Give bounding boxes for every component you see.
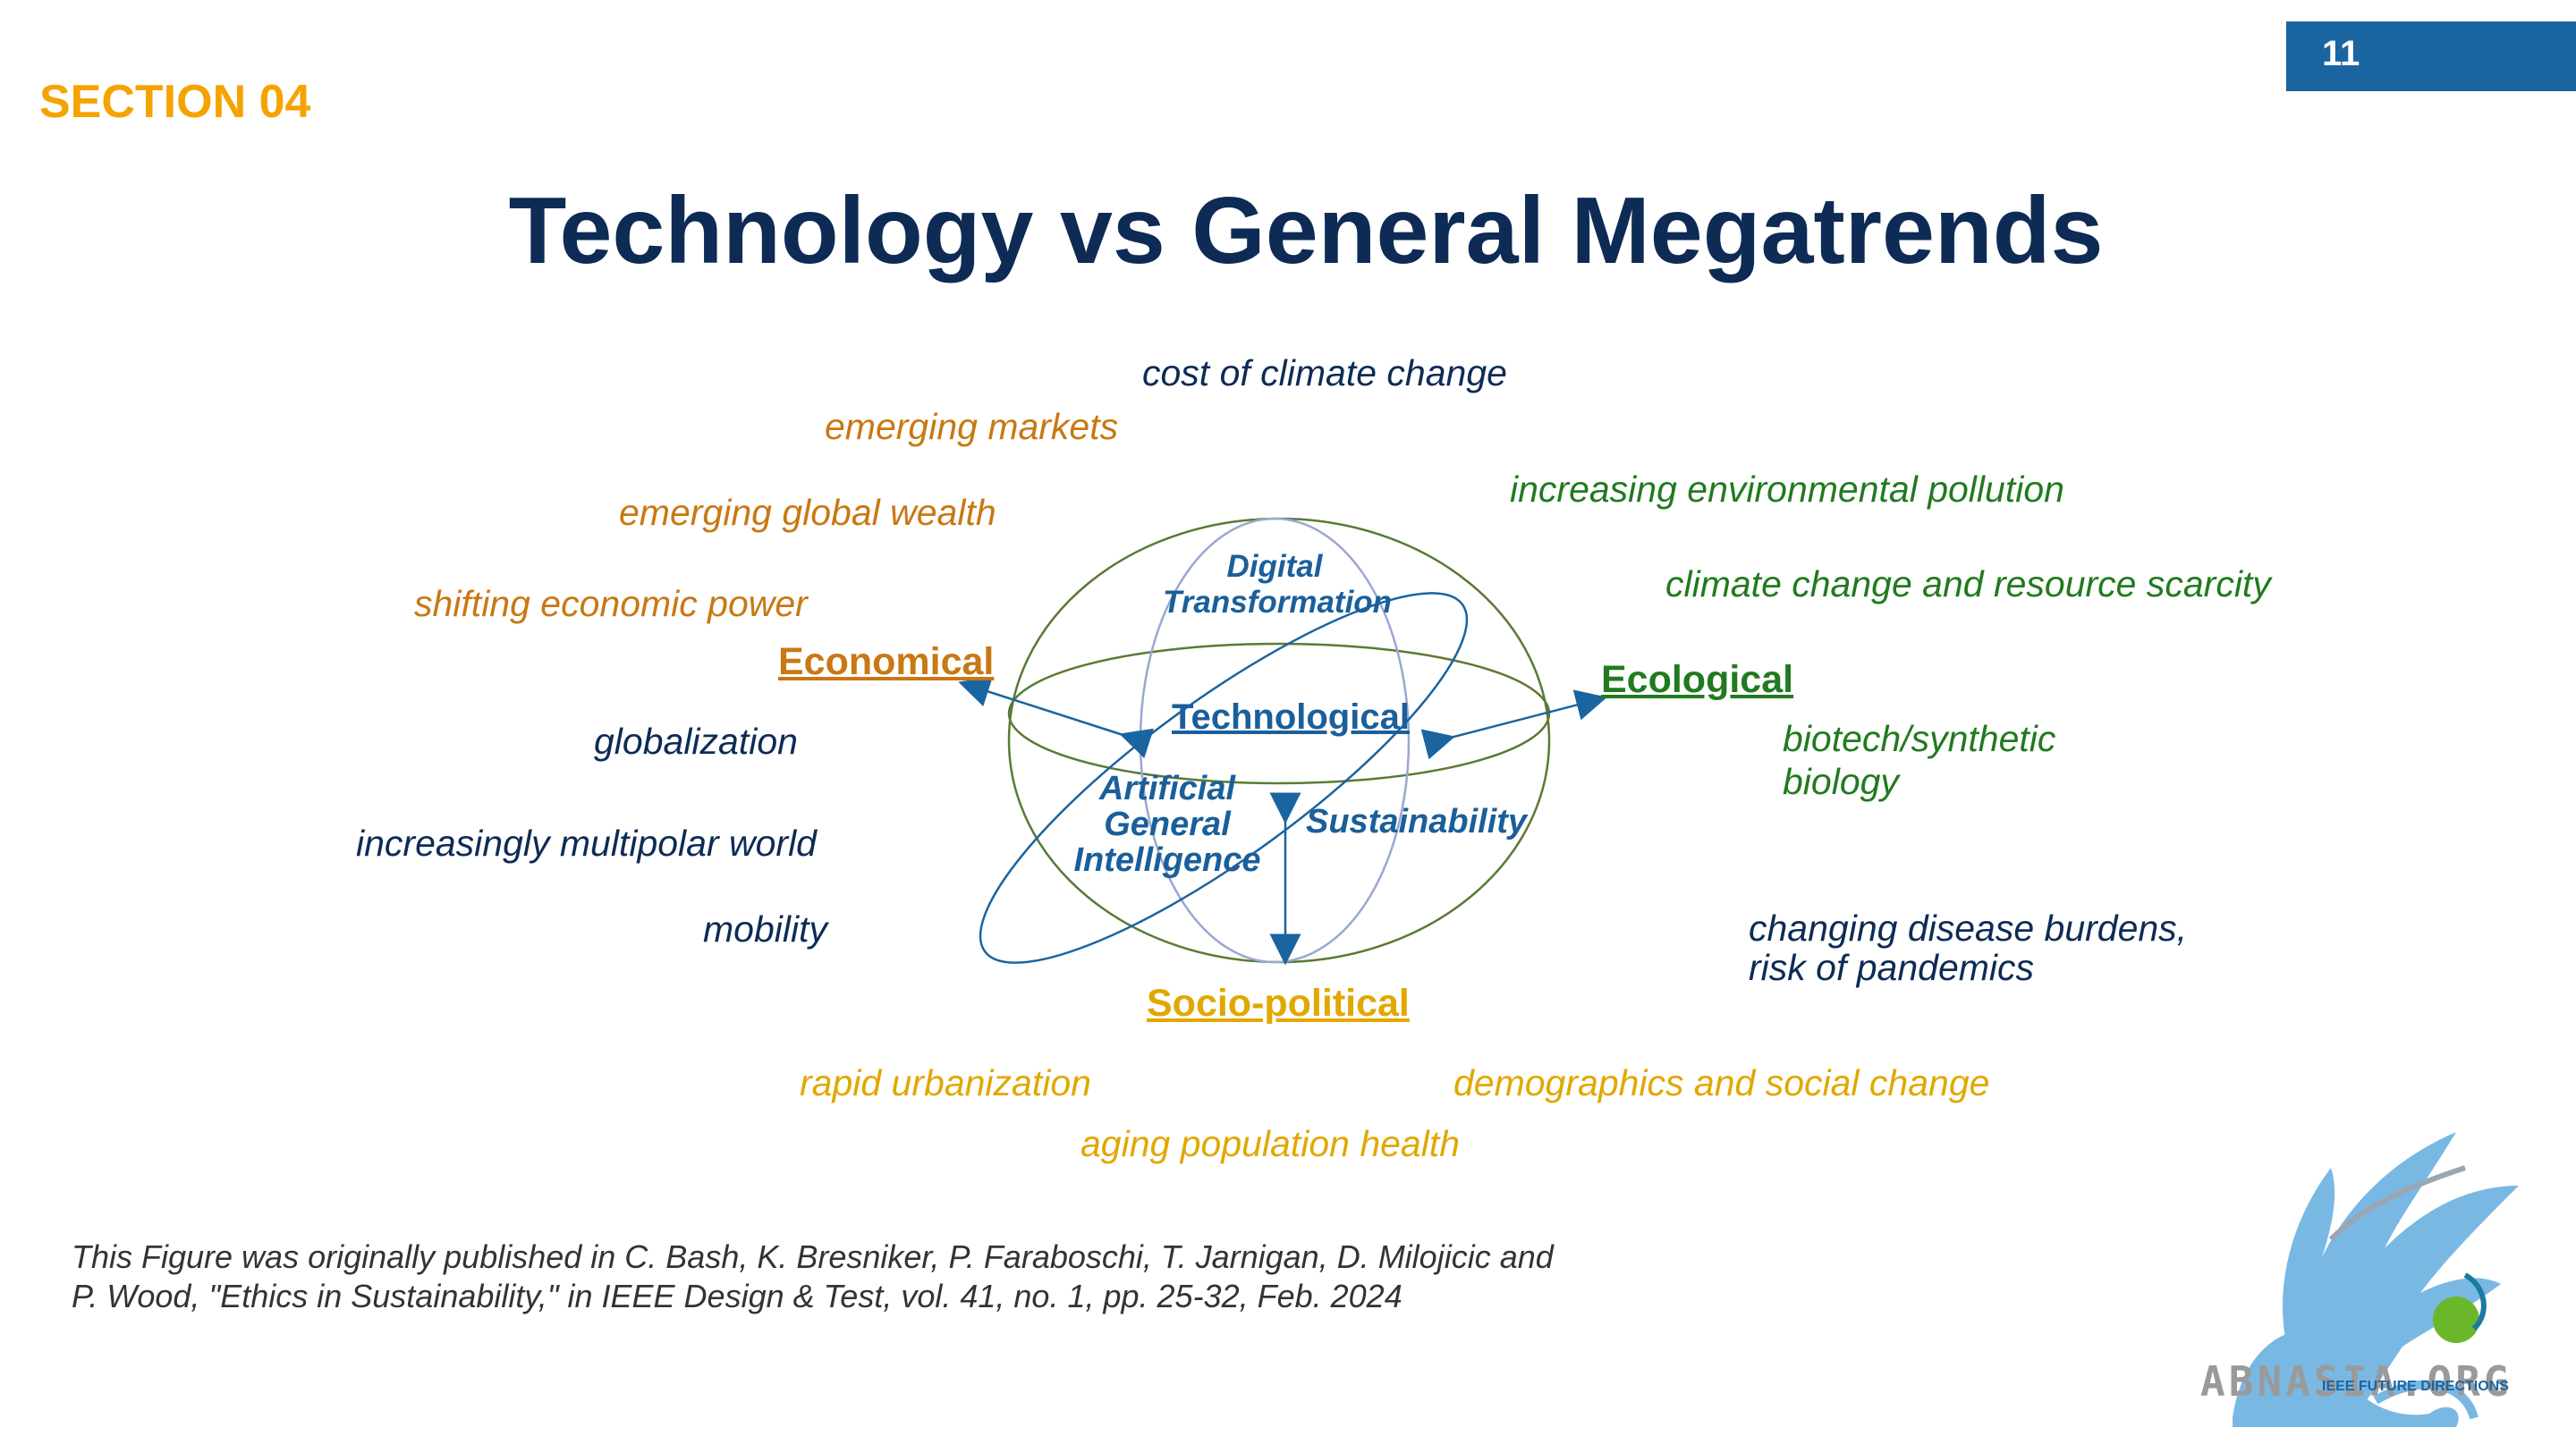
logo: ABNASIA.ORG IEEE FUTURE DIRECTIONS [2197, 1060, 2576, 1449]
page-number: 11 [2322, 34, 2360, 73]
sustainability-label: Sustainability [1306, 803, 1528, 841]
socio-political-label: Socio-political [1147, 982, 1410, 1025]
section-label: SECTION 04 [39, 76, 311, 128]
trend-demographics: demographics and social change [1453, 1062, 1990, 1103]
trend-shifting-economic-power: shifting economic power [414, 583, 808, 624]
technological-label: Technological [1172, 697, 1410, 737]
trend-globalization: globalization [594, 721, 798, 762]
logo-text: ABNASIA.ORG [2200, 1357, 2512, 1406]
page-title: Technology vs General Megatrends [508, 178, 2104, 283]
agi-label: Artificial General Intelligence [1073, 770, 1261, 879]
digital-transformation-label: Digital Transformation [1163, 549, 1393, 620]
arrow-to-ecological [1420, 689, 1607, 760]
logo-subtext: IEEE FUTURE DIRECTIONS [2322, 1379, 2509, 1394]
trend-aging-population: aging population health [1080, 1123, 1461, 1164]
trend-disease-burdens: changing disease burdens, risk of pandem… [1749, 908, 2188, 988]
trend-emerging-markets: emerging markets [825, 406, 1119, 447]
trend-cost-of-climate-change: cost of climate change [1142, 352, 1507, 393]
trend-climate-resource: climate change and resource scarcity [1665, 563, 2271, 604]
trend-rapid-urbanization: rapid urbanization [800, 1062, 1091, 1103]
griffin-logo-icon [2233, 1132, 2519, 1427]
economical-label: Economical [778, 640, 995, 683]
trend-mobility: mobility [703, 908, 827, 950]
trend-emerging-global-wealth: emerging global wealth [619, 492, 996, 533]
figure-caption: This Figure was originally published in … [72, 1238, 1554, 1314]
trend-multipolar-world: increasingly multipolar world [356, 823, 817, 864]
trend-biotech: biotech/synthetic biology [1783, 718, 2056, 802]
trend-environmental-pollution: increasing environmental pollution [1510, 469, 2064, 510]
page-number-badge: 11 [2286, 21, 2576, 91]
arrow-to-economical [958, 676, 1155, 759]
ecological-label: Ecological [1601, 658, 1794, 701]
